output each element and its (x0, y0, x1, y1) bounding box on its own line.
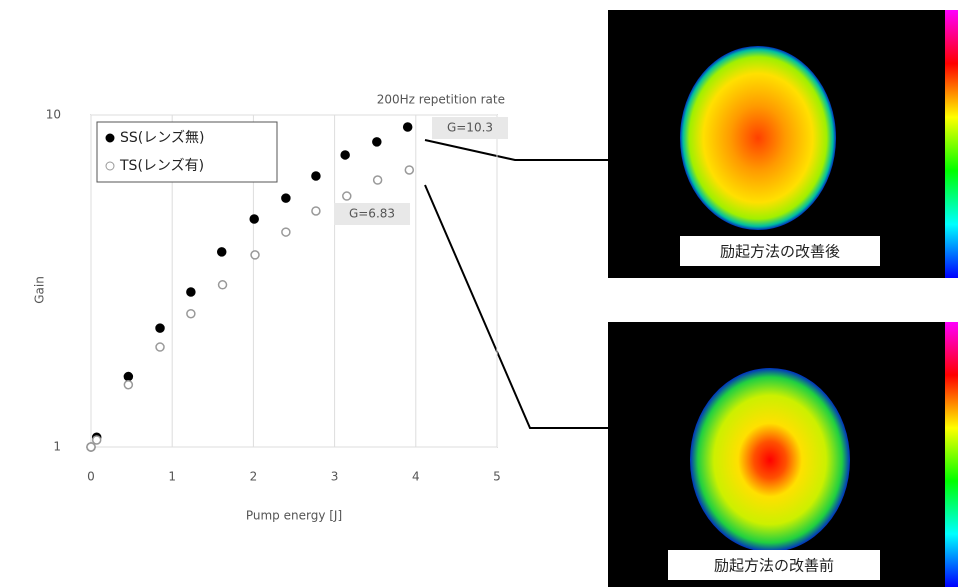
point (405, 166, 413, 174)
x-tick-label: 2 (250, 470, 258, 484)
y-axis-label: Gain (33, 276, 47, 304)
legend-marker (106, 162, 114, 170)
point (156, 324, 164, 332)
point (282, 228, 290, 236)
point (250, 215, 258, 223)
point (187, 310, 195, 318)
point (343, 192, 351, 200)
point (93, 436, 101, 444)
point (312, 172, 320, 180)
point (156, 343, 164, 351)
image-caption: 励起方法の改善後 (720, 243, 840, 261)
point (218, 248, 226, 256)
x-tick-label: 5 (493, 470, 501, 484)
beam-image-before: 励起方法の改善前 (608, 322, 958, 587)
legend-label: SS(レンズ無) (120, 130, 204, 146)
x-tick-label: 4 (412, 470, 420, 484)
y-tick-label: 10 (46, 108, 61, 122)
x-tick-label: 1 (168, 470, 176, 484)
x-tick-label: 3 (331, 470, 339, 484)
x-axis-label: Pump energy [J] (246, 509, 342, 523)
point (282, 194, 290, 202)
point (373, 138, 381, 146)
point (219, 281, 227, 289)
legend-label: TS(レンズ有) (119, 158, 204, 174)
x-tick-label: 0 (87, 470, 95, 484)
point (341, 151, 349, 159)
point (187, 288, 195, 296)
connector (425, 185, 608, 428)
connector (425, 140, 608, 160)
legend-marker (106, 134, 114, 142)
point (312, 207, 320, 215)
beam-image-after: 励起方法の改善後 (608, 10, 958, 278)
point (124, 381, 132, 389)
point (124, 373, 132, 381)
y-tick-label: 1 (53, 440, 61, 454)
point (374, 176, 382, 184)
annotation: G=6.83 (349, 207, 395, 221)
annotation: G=10.3 (447, 121, 493, 135)
page: 励起方法の改善後 励起方法の改善前 Pump energy [J] Gain 0… (0, 0, 958, 587)
point (404, 123, 412, 131)
image-caption: 励起方法の改善前 (714, 557, 834, 575)
point (87, 443, 95, 451)
annotation: 200Hz repetition rate (377, 93, 505, 107)
point (251, 251, 259, 259)
